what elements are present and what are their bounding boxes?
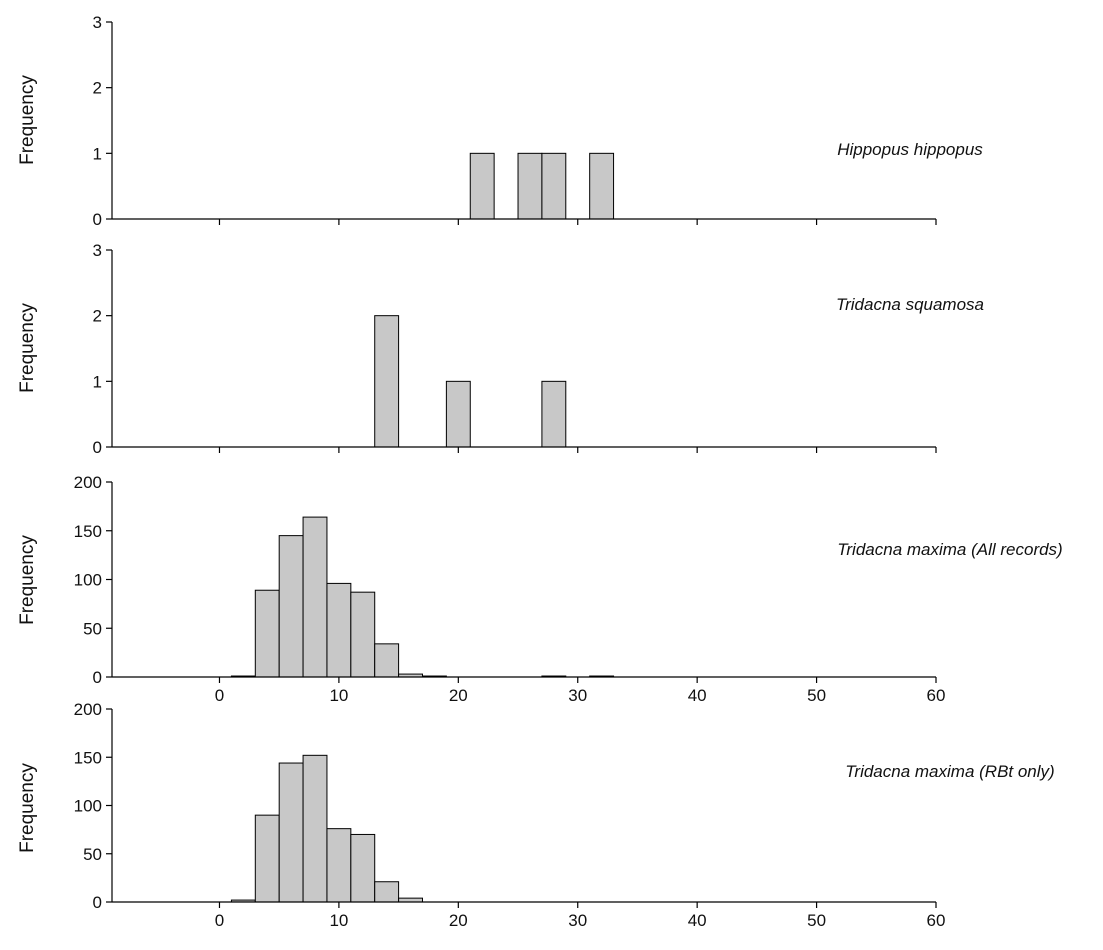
x-tick-label: 40 (688, 686, 707, 705)
histogram-bar (469, 152, 495, 220)
y-tick-label: 100 (74, 571, 102, 590)
species-label: Tridacna maxima (All records) (837, 540, 1062, 559)
histogram-bar (541, 380, 567, 448)
y-tick-label: 0 (93, 210, 102, 229)
histogram-bar (278, 535, 304, 678)
y-tick-label: 3 (93, 241, 102, 260)
y-tick-label: 150 (74, 748, 102, 767)
y-tick-label: 150 (74, 522, 102, 541)
x-tick-label: 10 (329, 911, 348, 930)
y-tick-label: 200 (74, 473, 102, 492)
y-tick-label: 50 (83, 845, 102, 864)
y-axis-label: Frequency (17, 763, 38, 853)
x-tick-label: 60 (927, 686, 946, 705)
histogram-bar (541, 152, 567, 220)
x-tick-label: 10 (329, 686, 348, 705)
x-tick-label: 30 (568, 911, 587, 930)
y-tick-label: 0 (93, 438, 102, 457)
y-axis-label: Frequency (17, 75, 38, 165)
species-label: Hippopus hippopus (837, 140, 983, 159)
histogram-bar (302, 754, 328, 903)
y-tick-label: 1 (93, 144, 102, 163)
x-tick-label: 20 (449, 911, 468, 930)
x-tick-label: 0 (215, 911, 224, 930)
histogram-bar (350, 591, 376, 678)
histogram-bar (326, 828, 352, 903)
y-tick-label: 2 (93, 307, 102, 326)
species-label: Tridacna maxima (RBt only) (845, 762, 1054, 781)
histogram-bar (350, 833, 376, 903)
y-tick-label: 50 (83, 619, 102, 638)
histogram-bar (374, 643, 400, 678)
x-tick-label: 60 (927, 911, 946, 930)
histogram-bar (445, 380, 471, 448)
y-tick-label: 2 (93, 79, 102, 98)
y-axis-label: Frequency (17, 303, 38, 393)
y-axis-label: Frequency (17, 535, 38, 625)
y-tick-label: 0 (93, 668, 102, 687)
histogram-bar (302, 516, 328, 678)
x-tick-label: 0 (215, 686, 224, 705)
histogram-bar (374, 315, 400, 448)
x-tick-label: 30 (568, 686, 587, 705)
x-tick-label: 20 (449, 686, 468, 705)
y-tick-label: 1 (93, 372, 102, 391)
histogram-bar (254, 814, 280, 903)
x-tick-label: 50 (807, 686, 826, 705)
x-tick-label: 40 (688, 911, 707, 930)
y-tick-label: 0 (93, 893, 102, 912)
histogram-bar (254, 589, 280, 678)
x-tick-label: 50 (807, 911, 826, 930)
histogram-bar (589, 152, 615, 220)
histogram-bar (278, 762, 304, 903)
y-tick-label: 200 (74, 700, 102, 719)
y-tick-label: 3 (93, 13, 102, 32)
histogram-bar (517, 152, 543, 220)
histogram-bar (326, 582, 352, 678)
species-label: Tridacna squamosa (836, 295, 984, 314)
histogram-bar (374, 881, 400, 903)
y-tick-label: 100 (74, 797, 102, 816)
